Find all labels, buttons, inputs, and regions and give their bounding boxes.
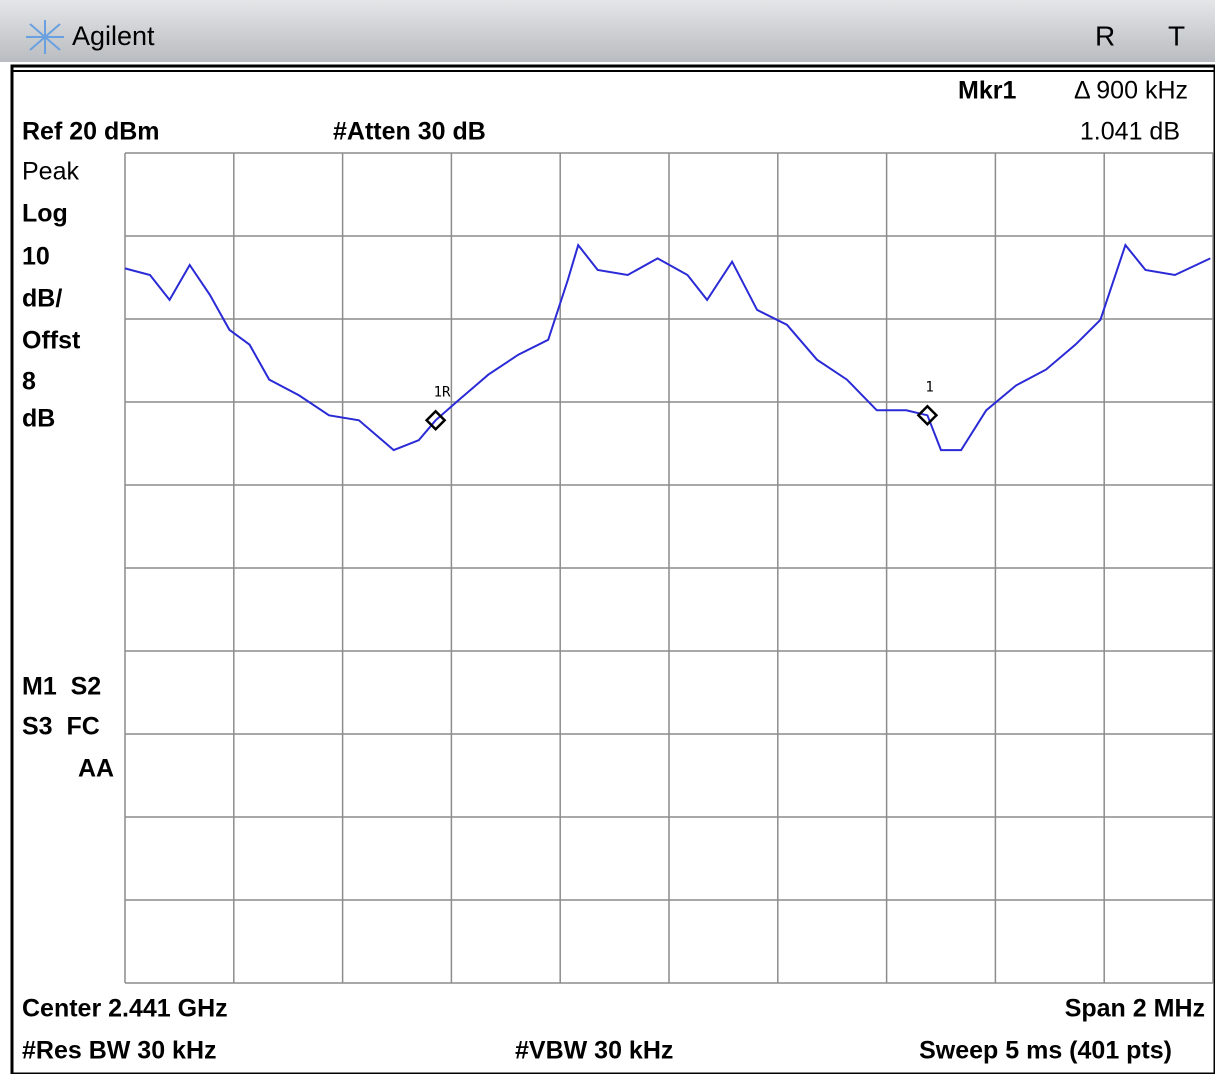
side-label: dB/: [22, 285, 62, 313]
trace: [124, 242, 1211, 452]
screen-frame: [10, 64, 1215, 1074]
side-label: dB: [22, 405, 55, 433]
logo: [26, 20, 64, 54]
vbw: #VBW 30 kHz: [515, 1037, 673, 1065]
side-flag: AA: [78, 755, 114, 783]
brand: Agilent: [72, 21, 155, 51]
side-label: Offst: [22, 327, 81, 355]
title-bar: [0, 0, 1215, 62]
side-flag: S3 FC: [22, 713, 100, 741]
res-bw: #Res BW 30 kHz: [22, 1037, 217, 1065]
status-r: R: [1095, 20, 1115, 51]
marker: [916, 404, 939, 427]
attenuation: #Atten 30 dB: [333, 118, 486, 146]
side-label: Peak: [22, 158, 79, 186]
side-label: 10: [22, 243, 50, 271]
center-freq: Center 2.441 GHz: [22, 995, 228, 1023]
marker-value: 1.041 dB: [1080, 118, 1180, 146]
side-label: 8: [22, 368, 36, 396]
side-flag: M1 S2: [22, 673, 101, 701]
marker-label: 1R: [434, 384, 451, 400]
sweep: Sweep 5 ms (401 pts): [919, 1037, 1172, 1065]
marker-name: Mkr1: [958, 77, 1016, 105]
span: Span 2 MHz: [1065, 995, 1205, 1023]
side-label: Log: [22, 200, 68, 228]
marker: [424, 409, 447, 432]
marker-delta: Δ 900 kHz: [1074, 77, 1188, 105]
status-t: T: [1168, 20, 1185, 51]
ref-level: Ref 20 dBm: [22, 118, 160, 146]
marker-label: 1: [925, 379, 933, 395]
